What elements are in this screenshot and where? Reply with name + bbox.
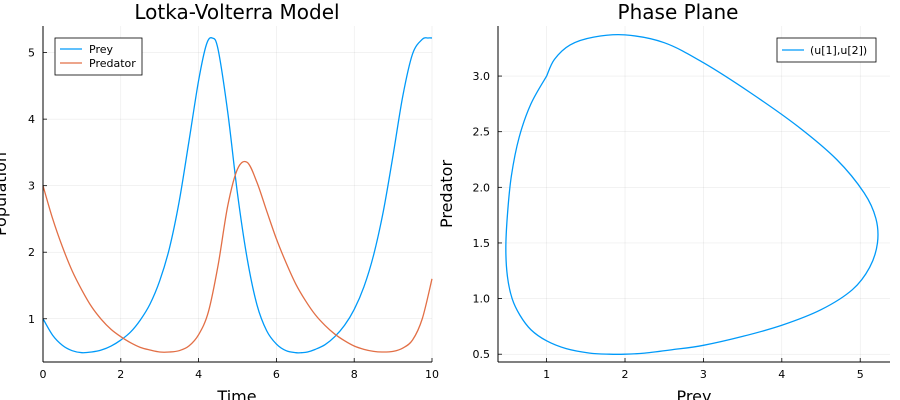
y-tick-label: 2.0 (473, 181, 491, 194)
y-tick-label: 1.0 (473, 293, 491, 306)
legend-label-prey: Prey (89, 43, 113, 56)
series-group (42, 37, 433, 354)
y-tick-label: 1.5 (473, 237, 491, 250)
series-line-u-1-u-2 (505, 33, 879, 356)
x-tick-label: 2 (117, 368, 124, 381)
y-tick-label: 2 (28, 246, 35, 259)
y-tick-label: 4 (28, 113, 35, 126)
y-tick-label: 5 (28, 47, 35, 60)
y-tick-label: 1 (28, 313, 35, 326)
x-tick-label: 4 (778, 368, 785, 381)
y-tick-label: 0.5 (473, 348, 491, 361)
legend-label-predator: Predator (89, 57, 136, 70)
x-tick-label: 0 (40, 368, 47, 381)
series-line-predator (42, 160, 433, 353)
x-tick-label: 10 (425, 368, 439, 381)
grid (498, 26, 890, 362)
legend: Prey Predator (54, 37, 143, 76)
x-tick-label: 4 (195, 368, 202, 381)
x-tick-label: 1 (543, 368, 550, 381)
x-tick-label: 2 (622, 368, 629, 381)
x-axis-label: Time (216, 387, 256, 400)
x-axis-label: Prey (677, 387, 712, 400)
legend-label-phase: (u[1],u[2]) (810, 44, 867, 57)
y-tick-label: 3 (28, 180, 35, 193)
y-axis-label: Population (0, 152, 10, 236)
x-tick-label: 5 (857, 368, 864, 381)
x-tick-label: 6 (273, 368, 280, 381)
legend: (u[1],u[2]) (776, 37, 877, 63)
y-axis-label: Predator (437, 160, 456, 228)
series-line-prey (42, 37, 433, 354)
phase-plane-plot: Phase Plane 1 2 3 4 5 0.5 1.0 1.5 2.0 2.5 3.0 Prey… (437, 0, 890, 400)
x-tick-label: 8 (351, 368, 358, 381)
ticks: 1 2 3 4 5 0.5 1.0 1.5 2.0 2.5 3.0 (473, 70, 864, 381)
x-tick-label: 3 (700, 368, 707, 381)
chart-title: Lotka-Volterra Model (134, 0, 339, 24)
y-tick-label: 3.0 (473, 70, 491, 83)
series-group (505, 33, 879, 356)
y-tick-label: 2.5 (473, 126, 491, 139)
legend-box (54, 37, 143, 76)
chart-title: Phase Plane (618, 0, 739, 24)
